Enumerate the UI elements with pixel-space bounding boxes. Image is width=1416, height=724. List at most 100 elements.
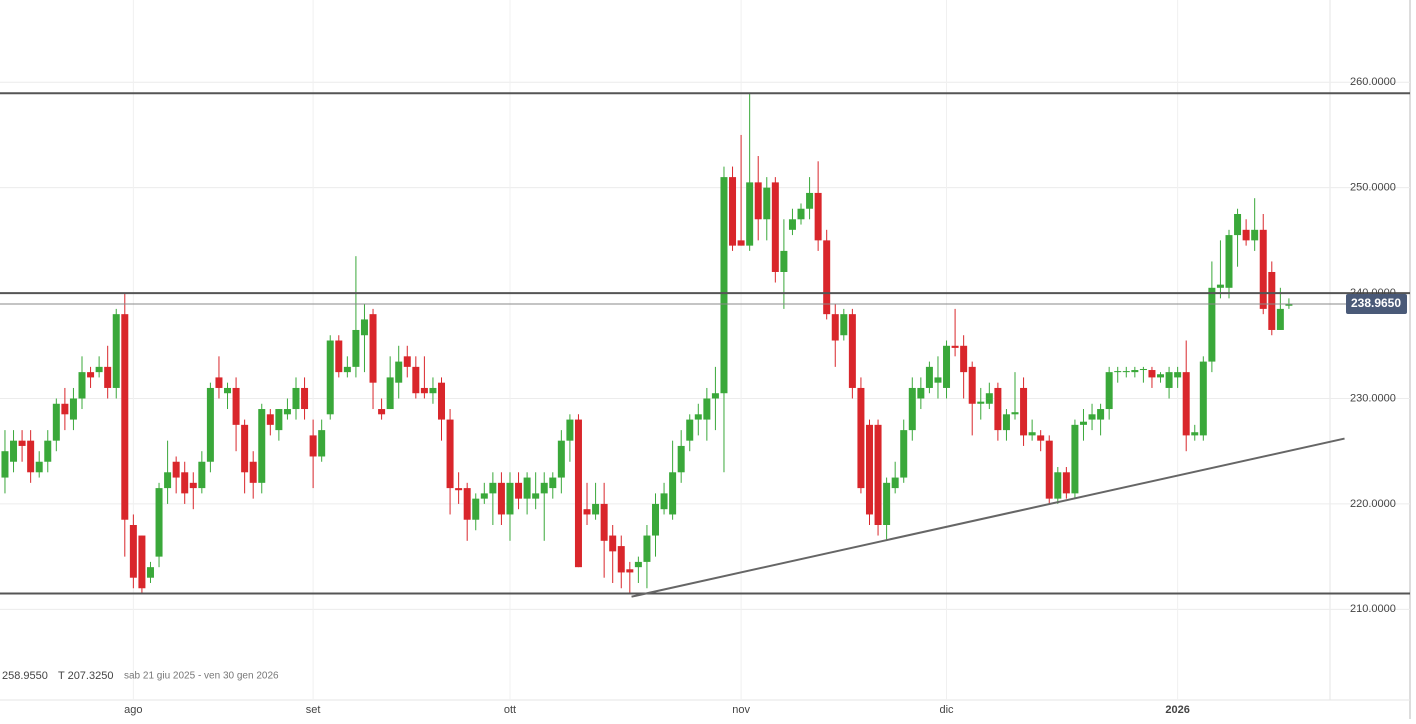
y-tick-label: 250.0000 [1350,182,1396,194]
candle-body [181,472,189,494]
candle-body [438,382,446,420]
candle-body [1242,229,1250,241]
candle-body [985,393,993,404]
candle-body [146,567,154,578]
candle-body [874,424,882,525]
candle-body [925,366,933,388]
candle-body [189,482,197,489]
candle-body [1,451,9,478]
candle-body [164,472,172,489]
labels: 210.0000220.0000230.0000240.0000250.0000… [124,76,1407,716]
candle-body [917,387,925,399]
candle-body [1079,421,1087,425]
candle-body [283,409,291,415]
candle-body [797,208,805,220]
candle-body [540,482,548,494]
y-tick-label: 230.0000 [1350,392,1396,404]
candle-body [249,461,257,483]
candle-body [1251,229,1259,241]
candle-body [763,187,771,220]
candle-body [574,419,582,568]
candle-body [746,182,754,246]
candle-body [87,372,95,378]
candle-body [694,414,702,420]
candle-body [1225,235,1233,288]
candle-body [206,387,214,462]
candle-body [1071,424,1079,494]
candle-body [44,440,52,462]
candle-body [1191,432,1199,436]
candle-body [497,482,505,515]
candle-body [848,314,856,388]
candle-body [489,482,497,494]
footer-low: T 207.3250 [58,670,113,682]
candle-body [1199,361,1207,436]
candle-body [934,377,942,383]
candle-body [446,419,454,489]
candle-body [172,461,180,478]
candle-body [52,403,60,441]
candle-body [352,329,360,367]
candle-body [883,482,891,525]
candle-body [129,525,137,578]
candle-body [1122,371,1130,373]
candle-body [780,250,788,272]
candle-body [420,387,428,394]
x-tick-label: 2026 [1165,704,1189,716]
candle-body [1045,440,1053,499]
candle-body [241,424,249,473]
candle-body [840,314,848,336]
candle-body [831,314,839,341]
drawn-lines [0,92,1410,598]
candle-body [112,314,120,388]
candle-body [523,477,531,499]
candle-body [138,535,146,589]
candle-body [943,345,951,388]
candle-body [549,477,557,489]
candle-body [215,377,223,388]
candle-body [1268,271,1276,330]
candle-body [292,387,300,410]
candle-body [771,182,779,272]
candle-body [515,482,523,499]
candle-body [318,430,326,457]
x-tick-label: ago [124,704,142,716]
x-tick-label: nov [732,704,750,716]
candle-body [968,366,976,404]
candle-body [823,240,831,315]
candle-body [378,409,386,415]
candle-body [1062,472,1070,494]
candle-body [994,387,1002,431]
candle-body [1259,229,1267,309]
candle-body [891,477,899,489]
candle-body [677,445,685,473]
candle-body [78,372,86,399]
candle-body [155,488,163,557]
candle-body [1216,284,1224,288]
candle-body [1139,368,1147,371]
candle-body [1020,387,1028,436]
candle-body [609,535,617,552]
candle-body [686,419,694,441]
candle-body [455,488,463,491]
candle-body [626,569,634,573]
candle-body [27,440,35,473]
candle-body [506,482,514,515]
candle-body [720,177,728,394]
candle-body [977,401,985,404]
candle-body [1157,374,1165,378]
candle-body [669,472,677,515]
candle-body [1011,412,1019,415]
candle-body [651,503,659,536]
candle-body [703,398,711,420]
candle-body [258,409,266,483]
candle-body [326,340,334,415]
candle-body [412,366,420,394]
candle-body [224,387,232,394]
candle-body [369,314,377,383]
candle-body [463,488,471,520]
candle-body [18,440,26,446]
candle-body [1148,370,1156,378]
